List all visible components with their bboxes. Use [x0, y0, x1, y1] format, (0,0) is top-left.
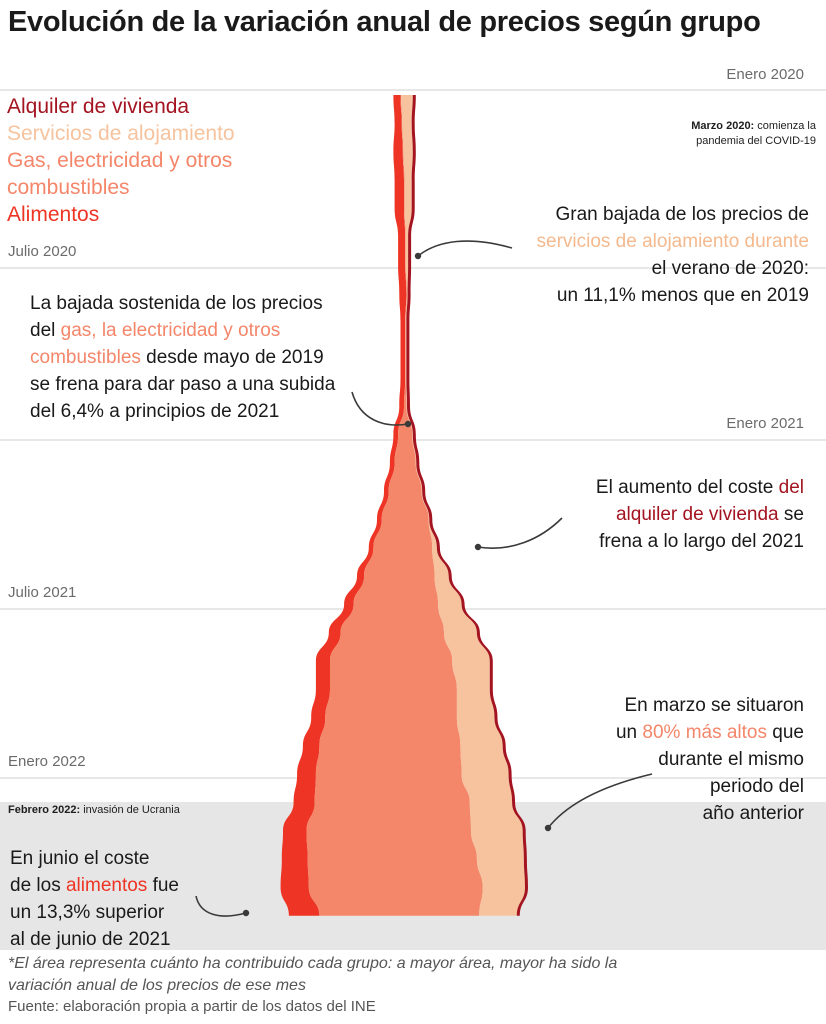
annotation-line: año anterior: [702, 803, 804, 824]
annotation-line: se: [778, 504, 804, 525]
annotation-highlight: del: [778, 477, 804, 498]
date-label-enero-2021: Enero 2021: [726, 415, 804, 432]
annotation-alojamiento: Gran bajada de los precios de servicios …: [537, 201, 810, 309]
annotation-line: La bajada sostenida de los precios: [30, 293, 323, 314]
stream-servicios-de-alojamiento: [401, 95, 525, 916]
chart-title: Evolución de la variación anual de preci…: [8, 6, 761, 38]
annotation-line: un 13,3% superior: [10, 902, 165, 923]
annotation-line: fue: [147, 875, 180, 896]
legend-item-alquiler: Alquiler de vivienda: [7, 95, 190, 118]
annotation-line: durante el mismo: [658, 749, 804, 770]
annotation-line: un 11,1% menos que en 2019: [556, 285, 809, 306]
annotation-line: El aumento del coste: [595, 477, 779, 498]
annotation-line: Gran bajada de los precios de: [555, 204, 810, 225]
footnote: *El área representa cuánto ha contribuid…: [8, 953, 818, 997]
annotation-highlight: alquiler de vivienda: [615, 504, 779, 525]
annotation-line: desde mayo de 2019: [140, 347, 324, 368]
annotation-arrow-2: [477, 517, 563, 549]
stream-gas-electricidad-y-otros-combustibles: [306, 95, 483, 916]
annotation-line: En marzo se situaron: [624, 695, 804, 716]
annotation-line: un: [615, 722, 643, 743]
annotation-line: frena a lo largo del 2021: [599, 531, 804, 552]
annotation-arrow-3: [547, 773, 653, 829]
event-covid-date: Marzo 2020:: [691, 120, 755, 132]
footnote-line-2: variación anual de los precios de ese me…: [8, 977, 306, 994]
annotation-line: periodo del: [709, 776, 804, 797]
date-label-julio-2021: Julio 2021: [8, 584, 77, 601]
annotation-highlight: alimentos: [65, 875, 148, 896]
annotation-highlight: gas, la electricidad y otros: [60, 320, 281, 341]
annotation-gas: La bajada sostenida de los precios del g…: [30, 290, 335, 425]
legend-item-gas: Gas, electricidad y otros combustibles: [7, 149, 233, 199]
event-covid-text-2: pandemia del COVID-19: [696, 135, 816, 147]
event-covid-text-1: comienza la: [757, 120, 816, 132]
date-label-enero-2022: Enero 2022: [8, 753, 86, 770]
annotation-highlight: combustibles: [30, 347, 141, 368]
legend: Alquiler de vivienda Servicios de alojam…: [7, 93, 297, 228]
event-ukraine-text: invasión de Ucrania: [83, 804, 180, 816]
annotation-line: que: [767, 722, 804, 743]
annotation-marzo: En marzo se situaron un 80% más altos qu…: [616, 692, 804, 827]
annotation-arrow-head-2: [474, 543, 482, 551]
event-ukraine-date: Febrero 2022:: [8, 804, 81, 816]
annotation-line: se frena para dar paso a una subida: [30, 374, 336, 395]
annotation-arrow-head-1: [404, 420, 412, 428]
annotation-line: el verano de 2020:: [651, 258, 809, 279]
annotation-line: de los: [10, 875, 66, 896]
stream-alimentos: [280, 95, 407, 916]
event-covid: Marzo 2020: comienza la pandemia del COV…: [691, 119, 816, 149]
source-note: Fuente: elaboración propia a partir de l…: [8, 998, 376, 1015]
annotation-arrow-0: [417, 240, 513, 257]
legend-item-alimentos: Alimentos: [7, 203, 100, 226]
annotation-arrow-head-3: [544, 824, 552, 832]
annotation-highlight: servicios de alojamiento durante: [536, 231, 810, 252]
annotation-alimentos: En junio el coste de los alimentos fue u…: [10, 845, 179, 953]
stream-layers: [280, 95, 528, 916]
date-label-enero-2020: Enero 2020: [726, 66, 804, 83]
annotation-line: del 6,4% a principios de 2021: [30, 401, 280, 422]
annotation-arrow-1: [351, 391, 409, 426]
event-ukraine: Febrero 2022: invasión de Ucrania: [8, 803, 180, 818]
annotation-highlight: 80% más altos: [642, 722, 768, 743]
annotation-line: En junio el coste: [10, 848, 150, 869]
footnote-line-1: *El área representa cuánto ha contribuid…: [8, 955, 618, 972]
annotation-line: al de junio de 2021: [10, 929, 171, 950]
annotation-arrow-4: [195, 895, 247, 917]
annotation-alquiler: El aumento del coste del alquiler de viv…: [596, 474, 804, 555]
annotation-line: del: [30, 320, 61, 341]
annotation-arrow-head-0: [414, 252, 422, 260]
annotation-arrow-head-4: [242, 909, 250, 917]
legend-item-alojamiento: Servicios de alojamiento: [7, 122, 235, 145]
annotation-arrows: [195, 240, 653, 917]
date-label-julio-2020: Julio 2020: [8, 243, 77, 260]
